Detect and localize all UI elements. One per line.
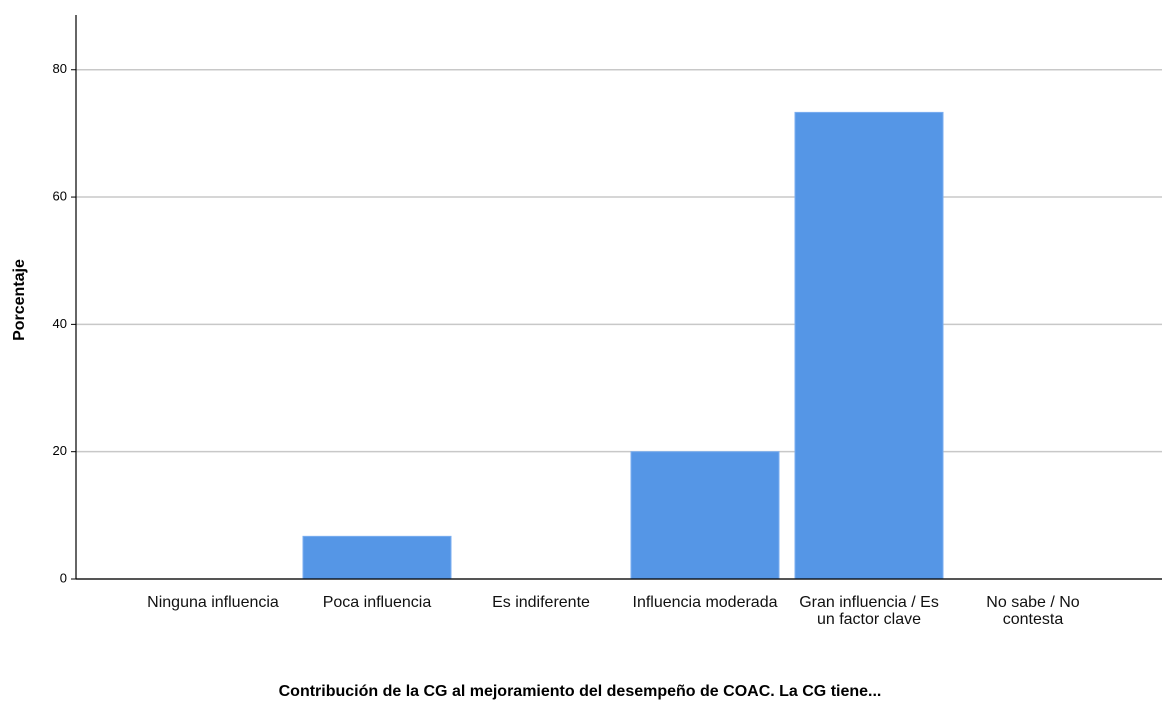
- x-tick-label: No sabe / No contesta: [986, 594, 1080, 628]
- bar: [794, 111, 944, 580]
- x-tick-label: Ninguna influencia: [147, 594, 279, 611]
- x-axis-label: Contribución de la CG al mejoramiento de…: [279, 683, 882, 700]
- y-tick-label: 60: [53, 188, 67, 203]
- bar: [630, 451, 780, 580]
- y-axis-label: Porcentaje: [11, 259, 28, 341]
- y-tick-label: 40: [53, 316, 67, 331]
- x-tick-label: Gran influencia / Es un factor clave: [799, 594, 939, 628]
- y-tick-label: 20: [53, 443, 67, 458]
- y-tick-label: 0: [60, 570, 67, 585]
- x-tick-label: Influencia moderada: [632, 594, 778, 611]
- x-tick-label: Es indiferente: [492, 594, 590, 611]
- x-tick-label: Poca influencia: [322, 594, 432, 611]
- bar: [302, 535, 452, 580]
- y-tick-label: 80: [53, 61, 67, 76]
